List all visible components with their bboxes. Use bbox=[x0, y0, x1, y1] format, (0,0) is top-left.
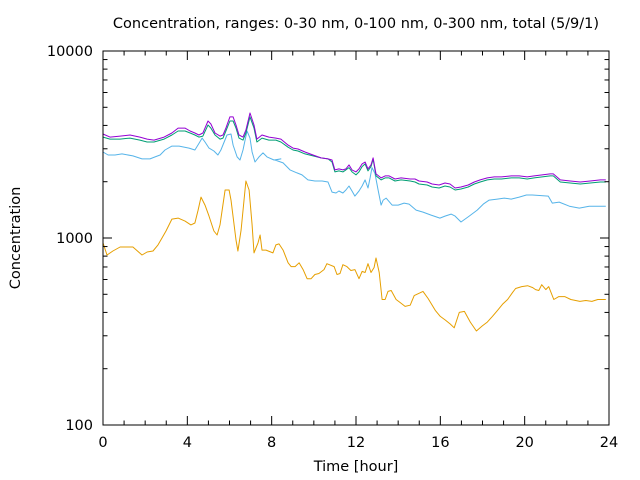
series-line-0-300-nm bbox=[102, 116, 606, 191]
series-line-total bbox=[102, 112, 606, 189]
plot-frame bbox=[102, 50, 610, 426]
y-tick-label: 100 bbox=[65, 418, 93, 434]
x-tick-label: 12 bbox=[347, 435, 365, 451]
y-tick-label: 10000 bbox=[47, 44, 93, 60]
chart-title: Concentration, ranges: 0-30 nm, 0-100 nm… bbox=[113, 16, 599, 32]
series-line-0-100-nm bbox=[102, 130, 606, 223]
x-tick-label: 0 bbox=[98, 435, 107, 451]
x-axis: 0 4 8 12 16 20 24 bbox=[98, 51, 618, 451]
x-tick-label: 24 bbox=[600, 435, 618, 451]
x-tick-label: 4 bbox=[183, 435, 192, 451]
y-tick-label: 1000 bbox=[56, 231, 93, 247]
x-tick-label: 20 bbox=[515, 435, 533, 451]
y-axis-title: Concentration bbox=[8, 187, 24, 290]
series-line-0-30-nm bbox=[102, 180, 606, 332]
x-axis-title: Time [hour] bbox=[313, 459, 399, 475]
y-axis: 100 1000 10000 bbox=[47, 44, 609, 434]
x-tick-label: 8 bbox=[267, 435, 276, 451]
series-layer bbox=[102, 112, 606, 332]
x-tick-label: 16 bbox=[431, 435, 449, 451]
